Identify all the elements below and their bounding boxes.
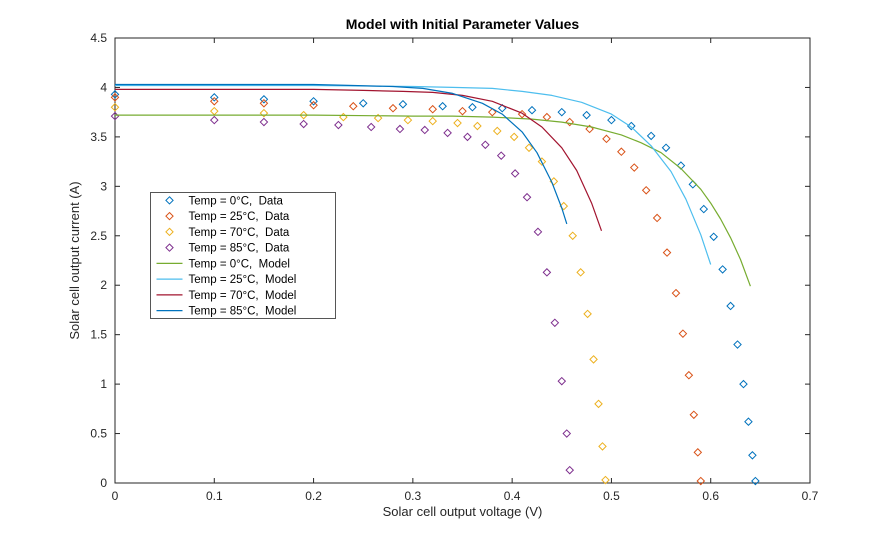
y-tick-label: 4 <box>100 80 107 94</box>
x-tick-label: 0.2 <box>305 489 322 503</box>
legend-entry-model-0c: Temp = 0°C, Model <box>156 258 290 270</box>
x-tick-label: 0.7 <box>802 489 819 503</box>
legend-entry-model-25c: Temp = 25°C, Model <box>156 274 297 286</box>
legend-entry-data-0c: Temp = 0°C, Data <box>165 195 284 207</box>
y-tick-label: 2 <box>100 278 107 292</box>
y-tick-label: 4.5 <box>90 31 107 45</box>
legend-entry-label: Temp = 0°C, Model <box>189 258 290 270</box>
x-tick-label: 0.5 <box>603 489 620 503</box>
series-model-0c <box>115 114 751 287</box>
y-axis-label: Solar cell output current (A) <box>67 181 82 339</box>
x-tick-label: 0.3 <box>405 489 422 503</box>
y-tick-label: 3.5 <box>90 130 107 144</box>
legend-entry-label: Temp = 70°C, Model <box>189 290 297 302</box>
legend-entry-data-25c: Temp = 25°C, Data <box>165 211 290 223</box>
legend-entry-label: Temp = 0°C, Data <box>189 195 284 207</box>
legend-entry-model-70c: Temp = 70°C, Model <box>156 290 297 302</box>
series-data-70c <box>110 102 610 485</box>
series-model-85c <box>115 83 568 225</box>
series-data-85c <box>110 111 575 475</box>
legend-entry-label: Temp = 85°C, Data <box>189 243 290 255</box>
x-axis-label: Solar cell output voltage (V) <box>383 504 543 519</box>
y-tick-label: 0.5 <box>90 427 107 441</box>
series-model-70c <box>115 88 603 232</box>
series-data-0c <box>110 90 760 486</box>
legend: Temp = 0°C, Data Temp = 25°C, Data Temp = … <box>150 192 336 319</box>
legend-entry-label: Temp = 85°C, Model <box>189 306 297 318</box>
y-tick-label: 2.5 <box>90 229 107 243</box>
y-tick-label: 1.5 <box>90 328 107 342</box>
y-tick-label: 0 <box>100 476 107 490</box>
legend-entry-data-85c: Temp = 85°C, Data <box>165 243 290 255</box>
legend-entry-label: Temp = 25°C, Data <box>189 211 290 223</box>
y-tick-label: 1 <box>100 377 107 391</box>
legend-entry-label: Temp = 25°C, Model <box>189 274 297 286</box>
x-tick-label: 0.1 <box>206 489 223 503</box>
y-tick-label: 3 <box>100 179 107 193</box>
legend-entry-model-85c: Temp = 85°C, Model <box>156 306 297 318</box>
chart-title: Model with Initial Parameter Values <box>346 16 580 32</box>
x-tick-label: 0.6 <box>702 489 719 503</box>
axes: 0 0.1 0.2 0.3 0.4 0.5 0.6 0.7 0 0.5 1 1.5 2 2.5 3 3.5 4 4… <box>90 31 818 503</box>
legend-entry-data-70c: Temp = 70°C, Data <box>165 227 290 239</box>
series-data-25c <box>110 93 706 486</box>
x-tick-label: 0 <box>112 489 119 503</box>
x-tick-label: 0.4 <box>504 489 521 503</box>
legend-entry-label: Temp = 70°C, Data <box>189 227 290 239</box>
series-layer <box>110 83 760 486</box>
